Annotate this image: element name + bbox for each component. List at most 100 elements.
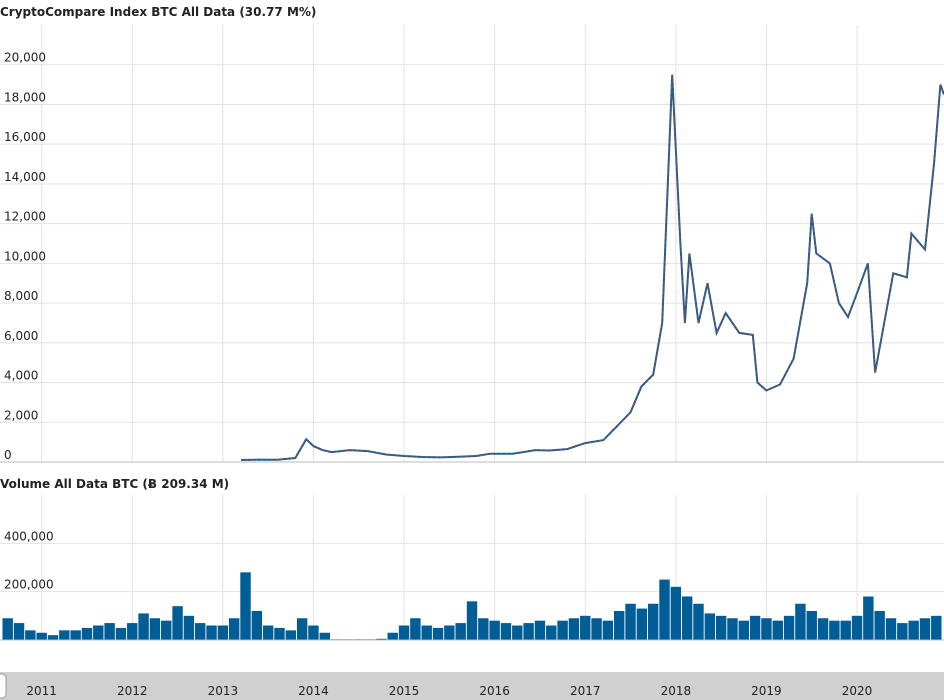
volume-bar — [568, 618, 580, 640]
volume-bar — [228, 618, 240, 640]
volume-bar — [398, 625, 410, 640]
y-tick-label: 400,000 — [4, 529, 54, 543]
volume-bar — [489, 620, 500, 640]
y-tick-label: 2,000 — [4, 408, 38, 422]
y-tick-label: 10,000 — [4, 249, 46, 263]
x-tick-label: 2017 — [570, 684, 601, 698]
volume-bar — [806, 611, 817, 640]
x-tick-label: 2015 — [389, 684, 420, 698]
volume-bar — [670, 586, 682, 640]
volume-bar — [25, 630, 36, 640]
volume-bar — [93, 625, 104, 640]
volume-bar — [602, 620, 614, 640]
volume-bar — [783, 615, 795, 640]
volume-bar — [36, 632, 47, 640]
volume-bar — [591, 618, 602, 640]
volume-bar — [919, 618, 931, 640]
y-tick-label: 20,000 — [4, 51, 46, 65]
volume-bar — [727, 618, 738, 640]
volume-bar — [70, 630, 81, 640]
volume-bar — [274, 627, 285, 640]
volume-bar — [863, 596, 874, 640]
volume-bar — [557, 620, 568, 640]
volume-bar — [285, 630, 297, 640]
volume-bar — [421, 625, 432, 640]
volume-bar — [432, 627, 444, 640]
y-tick-label: 16,000 — [4, 130, 46, 144]
volume-bar — [81, 627, 93, 640]
volume-bar — [715, 615, 727, 640]
volume-bar — [625, 603, 636, 640]
volume-bar — [161, 620, 172, 640]
volume-bar — [546, 625, 557, 640]
x-tick-label: 2012 — [117, 684, 148, 698]
volume-bar — [138, 613, 149, 640]
volume-bar — [115, 627, 127, 640]
volume-bar — [59, 630, 70, 640]
y-tick-label: 8,000 — [4, 289, 38, 303]
volume-bar — [761, 618, 772, 640]
y-tick-label: 4,000 — [4, 369, 38, 383]
volume-bar — [840, 620, 851, 640]
chart-title: CryptoCompare Index BTC All Data (30.77 … — [0, 5, 316, 19]
navigator-handle[interactable] — [0, 673, 7, 699]
volume-bar — [931, 615, 942, 640]
x-tick-label: 2020 — [842, 684, 873, 698]
volume-bar — [580, 615, 591, 640]
volume-bar — [534, 620, 546, 640]
y-tick-label: 12,000 — [4, 210, 46, 224]
volume-bar — [455, 623, 466, 640]
volume-bar — [206, 625, 217, 640]
volume-bar — [704, 613, 716, 640]
volume-bar — [296, 618, 308, 640]
volume-bar — [772, 620, 783, 640]
volume-bar — [897, 623, 908, 640]
volume-bar — [829, 620, 840, 640]
volume-bar — [466, 601, 478, 640]
price-line-accent — [240, 74, 944, 461]
volume-bar — [874, 611, 885, 640]
chart-title: Volume All Data BTC (Ƀ 209.34 M) — [0, 477, 229, 491]
volume-bar — [387, 632, 398, 640]
volume-bar — [500, 623, 512, 640]
volume-bar — [795, 603, 806, 640]
volume-bar — [127, 623, 138, 640]
navigator[interactable] — [0, 672, 944, 700]
volume-bar — [217, 625, 229, 640]
volume-bar — [478, 618, 489, 640]
volume-bar — [104, 623, 115, 640]
x-tick-label: 2016 — [479, 684, 510, 698]
y-tick-label: 14,000 — [4, 170, 46, 184]
volume-bar — [240, 572, 251, 640]
y-tick-label: 18,000 — [4, 90, 46, 104]
volume-bar — [13, 623, 25, 640]
volume-bar — [512, 625, 523, 640]
y-tick-label: 200,000 — [4, 578, 54, 592]
volume-bar — [817, 618, 829, 640]
price-line — [240, 74, 944, 461]
x-tick-label: 2019 — [751, 684, 782, 698]
volume-bar — [251, 611, 263, 640]
x-tick-label: 2013 — [208, 684, 239, 698]
volume-bar — [738, 620, 749, 640]
volume-bar — [908, 620, 919, 640]
volume-bar — [262, 625, 274, 640]
x-tick-label: 2014 — [298, 684, 329, 698]
volume-bar — [2, 618, 13, 640]
volume-bar — [693, 603, 704, 640]
y-tick-label: 0 — [4, 448, 12, 462]
volume-bar — [614, 611, 625, 640]
volume-bar — [681, 596, 693, 640]
volume-bar — [636, 608, 648, 640]
volume-bar — [647, 603, 659, 640]
volume-bar — [47, 635, 59, 640]
x-tick-label: 2011 — [26, 684, 57, 698]
volume-bar — [410, 618, 421, 640]
volume-bar — [376, 638, 387, 640]
volume-bar — [195, 623, 206, 640]
volume-bar — [183, 615, 195, 640]
volume-bar — [851, 615, 863, 640]
volume-bar — [523, 623, 534, 640]
volume-bar — [749, 615, 761, 640]
